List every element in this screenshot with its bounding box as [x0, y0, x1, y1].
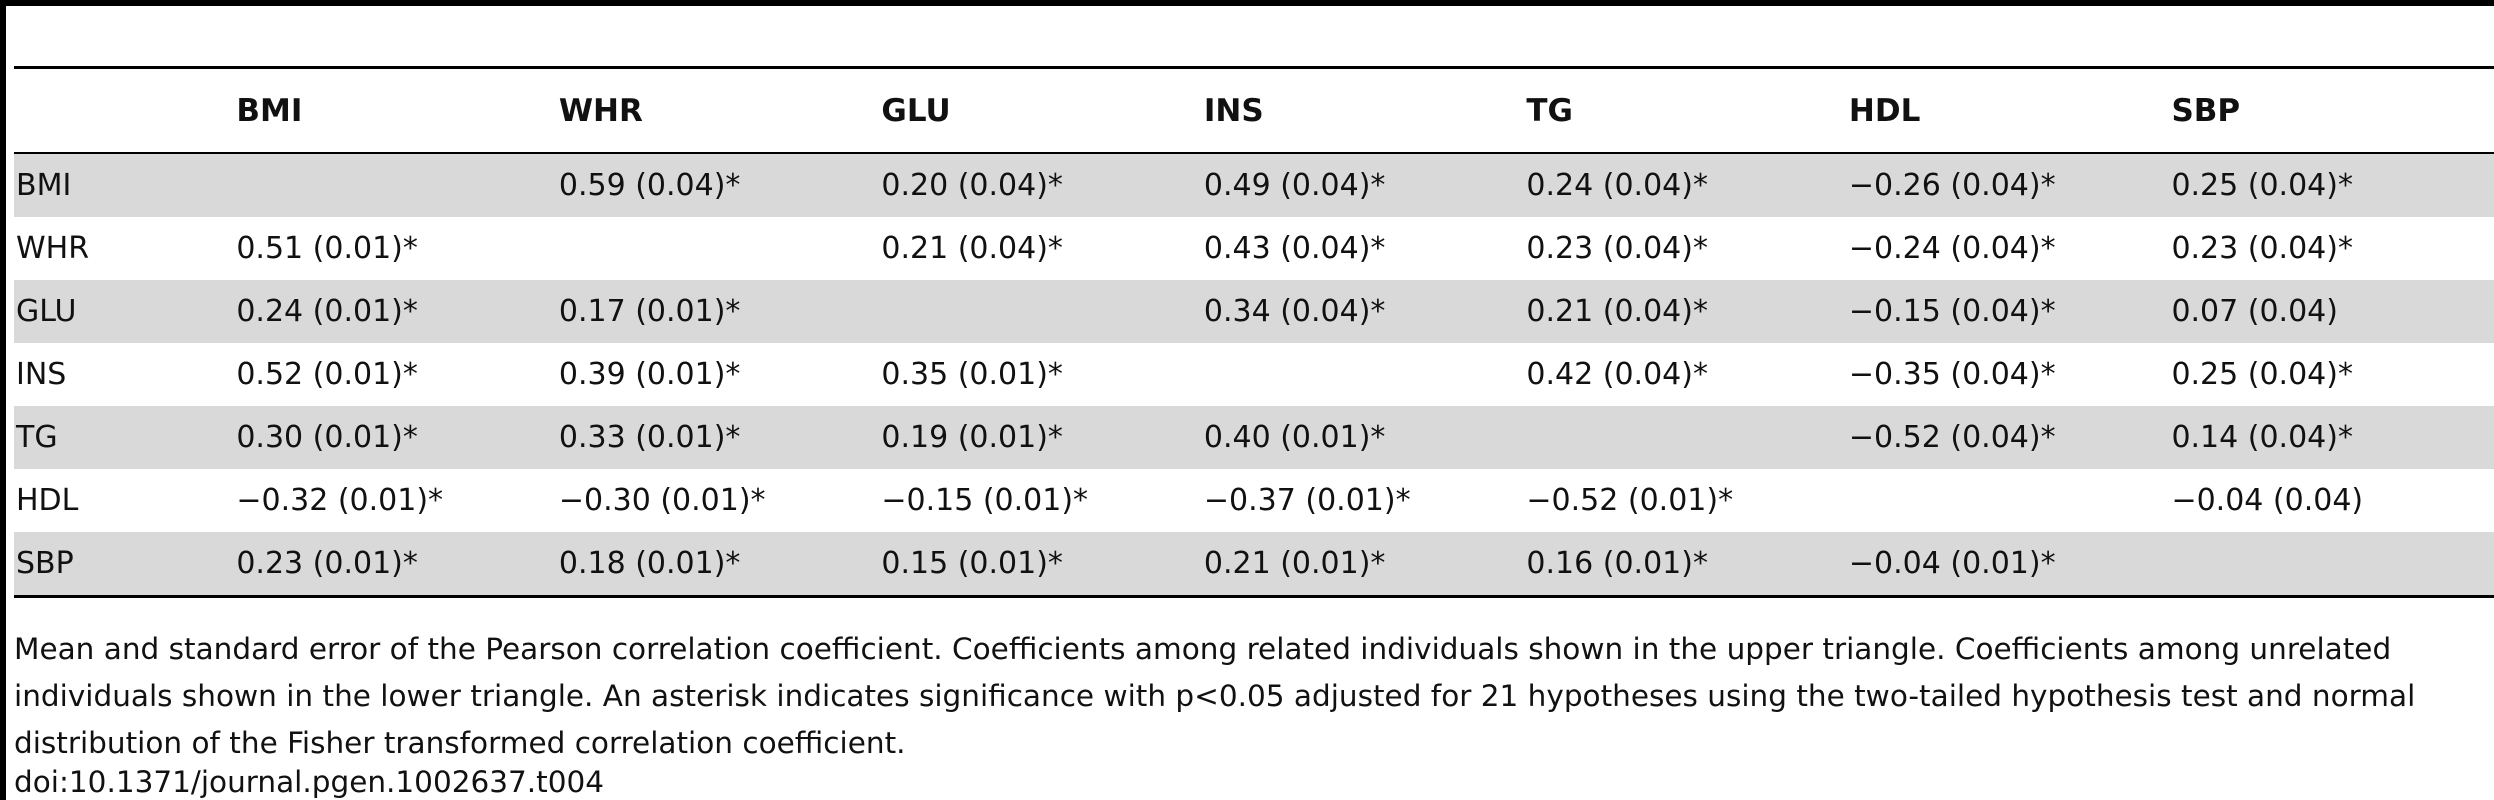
column-header-hdl: HDL — [1848, 69, 2172, 154]
table-cell — [1204, 343, 1527, 406]
table-cell: −0.04 (0.04) — [2171, 483, 2364, 518]
table-cell: 0.24 (0.01)* — [236, 280, 559, 343]
table-cell: 0.33 (0.01)* — [558, 406, 882, 469]
row-label: BMI — [14, 153, 237, 217]
table-cell: −0.32 (0.01)* — [236, 483, 444, 518]
table-cell: 0.21 (0.01)* — [1203, 532, 1527, 598]
table-cell: −0.15 (0.01)* — [881, 483, 1089, 518]
table-row: WHR 0.51 (0.01)* 0.21 (0.04)* 0.43 (0.04… — [14, 217, 2494, 280]
table-cell: 0.16 (0.01)* — [1526, 532, 1849, 598]
table-cell: 0.19 (0.01)* — [881, 406, 1204, 469]
row-label: INS — [16, 357, 67, 392]
table-cell: 0.39 (0.01)* — [558, 357, 741, 392]
column-header-glu: GLU — [881, 69, 1204, 154]
table-row: BMI 0.59 (0.04)* 0.20 (0.04)* 0.49 (0.04… — [14, 153, 2494, 217]
column-header-ins: INS — [1203, 69, 1527, 154]
table-cell: 0.14 (0.04)* — [2171, 406, 2494, 469]
table-cell: 0.51 (0.01)* — [236, 231, 418, 266]
table-row: INS 0.52 (0.01)* 0.39 (0.01)* 0.35 (0.01… — [14, 343, 2494, 406]
table-cell: −0.52 (0.01)* — [1526, 483, 1734, 518]
table-cell — [559, 217, 882, 280]
table-cell: 0.34 (0.04)* — [1203, 280, 1527, 343]
table-cell — [1849, 469, 2172, 532]
table-cell: 0.23 (0.01)* — [236, 532, 559, 598]
table-row: HDL −0.32 (0.01)* −0.30 (0.01)* −0.15 (0… — [14, 469, 2494, 532]
table-cell: 0.30 (0.01)* — [236, 406, 559, 469]
table-cell: 0.25 (0.04)* — [2171, 357, 2353, 392]
doi-link[interactable]: doi:10.1371/journal.pgen.1002637.t004 — [14, 765, 605, 799]
table-cell: −0.37 (0.01)* — [1203, 483, 1411, 518]
row-label: SBP — [14, 532, 237, 598]
table-cell: 0.35 (0.01)* — [881, 357, 1063, 392]
table-cell: −0.04 (0.01)* — [1848, 532, 2172, 598]
table-cell: 0.40 (0.01)* — [1203, 406, 1527, 469]
table-cell: 0.52 (0.01)* — [236, 357, 418, 392]
table-cell: 0.25 (0.04)* — [2171, 153, 2494, 217]
table-cell: −0.15 (0.04)* — [1848, 280, 2172, 343]
table-cell: 0.24 (0.04)* — [1526, 153, 1849, 217]
table-cell — [2171, 532, 2494, 598]
table-cell: 0.21 (0.04)* — [1526, 280, 1849, 343]
header-row: BMI WHR GLU INS TG HDL SBP — [14, 69, 2494, 154]
table-cell: 0.43 (0.04)* — [1203, 231, 1386, 266]
table-cell — [236, 153, 559, 217]
correlation-table: BMI WHR GLU INS TG HDL SBP BMI 0.59 (0.0… — [14, 69, 2494, 598]
row-label: TG — [14, 406, 237, 469]
row-label: HDL — [16, 483, 79, 518]
table-cell: 0.20 (0.04)* — [881, 153, 1204, 217]
table-cell: 0.42 (0.04)* — [1526, 357, 1708, 392]
table-cell: 0.23 (0.04)* — [1526, 231, 1708, 266]
table-cell: 0.49 (0.04)* — [1203, 153, 1527, 217]
left-border-rule — [0, 0, 6, 800]
table-cell: 0.15 (0.01)* — [881, 532, 1204, 598]
top-border-rule — [0, 0, 2494, 6]
table-cell: −0.30 (0.01)* — [558, 483, 766, 518]
table-cell: −0.35 (0.04)* — [1848, 357, 2056, 392]
table-cell: 0.17 (0.01)* — [558, 280, 882, 343]
table-cell — [1526, 406, 1849, 469]
table-cell: −0.26 (0.04)* — [1848, 153, 2172, 217]
table-row: SBP 0.23 (0.01)* 0.18 (0.01)* 0.15 (0.01… — [14, 532, 2494, 598]
column-header-bmi: BMI — [236, 69, 559, 154]
table-cell — [881, 280, 1204, 343]
column-header-whr: WHR — [558, 69, 882, 154]
table-cell: −0.24 (0.04)* — [1848, 231, 2056, 266]
correlation-table-container: BMI WHR GLU INS TG HDL SBP BMI 0.59 (0.0… — [14, 66, 2494, 598]
table-cell: 0.18 (0.01)* — [558, 532, 882, 598]
table-row: GLU 0.24 (0.01)* 0.17 (0.01)* 0.34 (0.04… — [14, 280, 2494, 343]
table-cell: −0.52 (0.04)* — [1848, 406, 2172, 469]
row-label: GLU — [14, 280, 237, 343]
table-cell: 0.23 (0.04)* — [2171, 231, 2353, 266]
table-row: TG 0.30 (0.01)* 0.33 (0.01)* 0.19 (0.01)… — [14, 406, 2494, 469]
column-header-blank — [14, 69, 237, 154]
column-header-tg: TG — [1526, 69, 1849, 154]
table-cell: 0.59 (0.04)* — [558, 153, 882, 217]
table-footnote: Mean and standard error of the Pearson c… — [14, 632, 2416, 760]
column-header-sbp: SBP — [2171, 69, 2494, 154]
row-label: WHR — [16, 231, 90, 266]
table-cell: 0.07 (0.04) — [2171, 280, 2494, 343]
table-cell: 0.21 (0.04)* — [881, 231, 1063, 266]
